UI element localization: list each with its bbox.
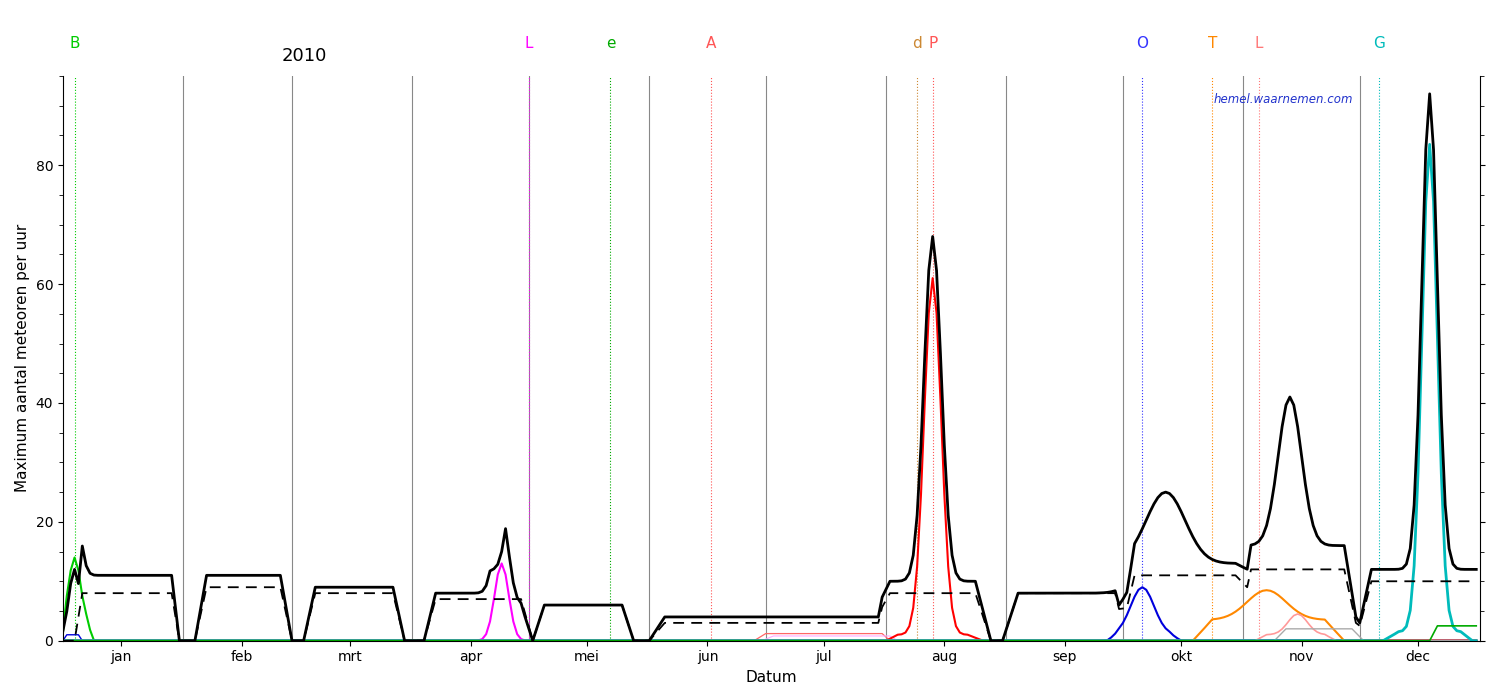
- Text: P: P: [928, 36, 938, 51]
- Text: 2010: 2010: [280, 47, 327, 64]
- Text: B: B: [69, 36, 80, 51]
- Text: L: L: [1254, 36, 1263, 51]
- Text: T: T: [1208, 36, 1216, 51]
- Text: O: O: [1137, 36, 1149, 51]
- Text: A: A: [706, 36, 717, 51]
- Text: e: e: [606, 36, 615, 51]
- Text: d: d: [912, 36, 922, 51]
- Text: L: L: [525, 36, 532, 51]
- Y-axis label: Maximum aantal meteoren per uur: Maximum aantal meteoren per uur: [15, 224, 30, 493]
- Text: hemel.waarnemen.com: hemel.waarnemen.com: [1214, 93, 1353, 106]
- Text: G: G: [1372, 36, 1384, 51]
- X-axis label: Datum: Datum: [746, 670, 798, 685]
